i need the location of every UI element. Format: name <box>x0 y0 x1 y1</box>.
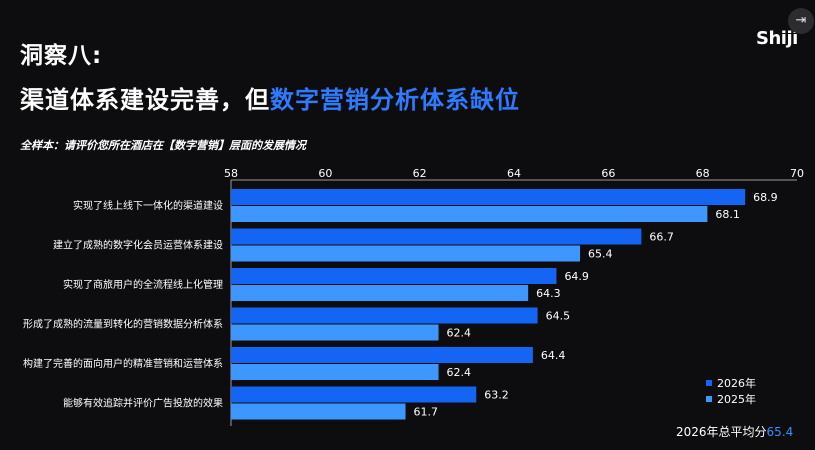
x-tick-label: 64 <box>507 167 521 180</box>
bar-2025 <box>231 324 439 341</box>
legend-swatch-2025 <box>706 396 712 402</box>
data-label: 64.3 <box>536 287 561 300</box>
shiji-logo: Shiji <box>756 28 798 49</box>
data-label: 64.5 <box>546 310 571 323</box>
bar-2026 <box>231 268 557 284</box>
data-label: 65.4 <box>588 248 613 261</box>
data-label: 61.7 <box>414 406 439 419</box>
data-label: 68.9 <box>753 191 778 204</box>
average-score: 2026年总平均分65.4 <box>676 423 793 440</box>
chart-legend: 2026年 2025年 <box>706 375 756 407</box>
bar-2026 <box>231 228 642 245</box>
data-label: 62.4 <box>447 327 472 340</box>
bar-2025 <box>231 285 529 301</box>
bar-2026 <box>231 386 477 403</box>
category-label: 建立了成熟的数字化会员运营体系建设 <box>53 239 223 252</box>
category-label: 构建了完善的面向用户的精准营销和运营体系 <box>23 357 223 370</box>
legend-label-2025: 2025年 <box>717 393 756 406</box>
x-tick-label: 66 <box>601 167 615 180</box>
bar-2026 <box>231 347 533 363</box>
x-tick-label: 62 <box>413 167 427 180</box>
category-label: 实现了线上线下一体化的渠道建设 <box>73 199 223 212</box>
category-label: 形成了成熟的流量到转化的营销数据分析体系 <box>23 318 223 331</box>
heading-line1: 洞察八: <box>20 43 103 69</box>
x-tick-label: 68 <box>696 167 710 180</box>
data-label: 62.4 <box>447 366 472 379</box>
legend-swatch-2026 <box>706 380 712 386</box>
category-label: 实现了商旅用户的全流程线上化管理 <box>63 278 223 291</box>
data-label: 68.1 <box>715 208 740 221</box>
legend-item-2026: 2026年 <box>706 375 756 391</box>
average-score-label: 2026年总平均分 <box>676 425 767 439</box>
bar-2025 <box>231 245 581 262</box>
bar-2025 <box>231 364 439 380</box>
x-tick-label: 60 <box>318 167 332 180</box>
x-tick-label: 58 <box>224 167 238 180</box>
data-label: 63.2 <box>484 389 509 402</box>
bar-2026 <box>231 189 746 205</box>
data-label: 64.4 <box>541 349 566 362</box>
chart-title: 全样本：请评价您所在酒店在【数字营销】层面的发展情况 <box>20 139 306 152</box>
legend-item-2025: 2025年 <box>706 391 756 407</box>
bar-2026 <box>231 307 538 324</box>
data-label: 66.7 <box>649 231 674 244</box>
heading-line2-main: 渠道体系建设完善，但 <box>20 86 270 114</box>
legend-label-2026: 2026年 <box>717 377 756 390</box>
x-tick-label: 70 <box>790 167 804 180</box>
data-label: 64.9 <box>564 270 589 283</box>
heading-line2: 渠道体系建设完善，但数字营销分析体系缺位 <box>20 80 520 115</box>
exit-icon[interactable]: ⇥ <box>788 8 814 34</box>
bar-2025 <box>231 206 708 222</box>
category-label: 能够有效追踪并评价广告投放的效果 <box>63 397 223 410</box>
heading-line2-accent: 数字营销分析体系缺位 <box>270 86 520 114</box>
bar-2025 <box>231 403 406 420</box>
average-score-value: 65.4 <box>766 425 794 439</box>
